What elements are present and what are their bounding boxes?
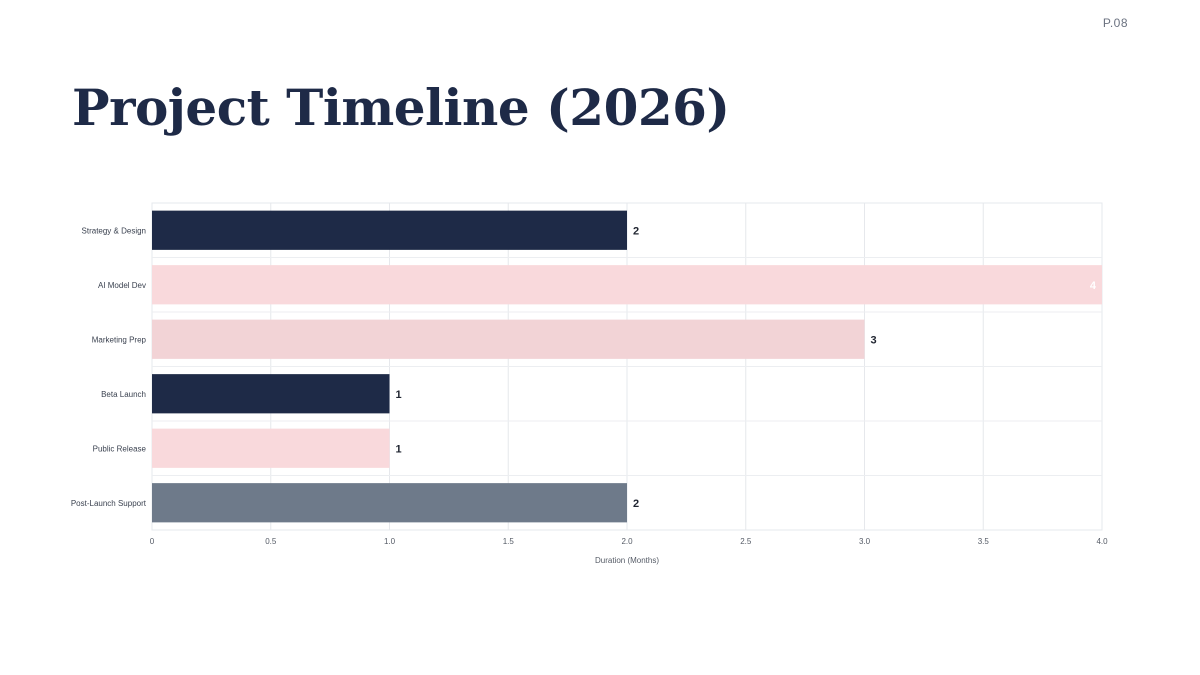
x-tick-label: 1.0 (384, 537, 396, 546)
bar (152, 319, 865, 359)
grid-lines (151, 202, 1103, 531)
bars (152, 210, 1102, 523)
x-tick-label: 0 (150, 537, 155, 546)
data-label: 2 (633, 498, 639, 510)
page-title: Project Timeline (2026) (72, 78, 730, 137)
category-label: Strategy & Design (82, 226, 146, 235)
bar (152, 265, 1102, 305)
x-axis-title: Duration (Months) (595, 556, 659, 565)
category-label: Beta Launch (101, 390, 146, 399)
labels: 0 0.5 1.0 1.5 2.0 2.5 3.0 3.5 4.0 Strategy & Desi… (71, 225, 1108, 565)
category-label: Marketing Prep (92, 335, 147, 344)
x-tick-label: 3.0 (859, 537, 871, 546)
x-tick-label: 0.5 (265, 537, 277, 546)
data-label: 3 (871, 334, 877, 346)
data-label: 1 (396, 443, 402, 455)
bar (152, 483, 627, 523)
x-tick-label: 4.0 (1096, 537, 1108, 546)
category-label: Post-Launch Support (71, 499, 147, 508)
data-label: 2 (633, 225, 639, 237)
category-label: Public Release (93, 444, 147, 453)
x-tick-label: 3.5 (978, 537, 990, 546)
data-label: 1 (396, 389, 402, 401)
bar (152, 428, 390, 468)
page-number: P.08 (1102, 16, 1128, 30)
category-label: AI Model Dev (98, 281, 146, 290)
data-label: 4 (1090, 280, 1097, 292)
bar (152, 374, 390, 414)
x-tick-label: 2.0 (621, 537, 633, 546)
x-tick-label: 2.5 (740, 537, 752, 546)
bar (152, 210, 627, 250)
x-tick-label: 1.5 (503, 537, 515, 546)
